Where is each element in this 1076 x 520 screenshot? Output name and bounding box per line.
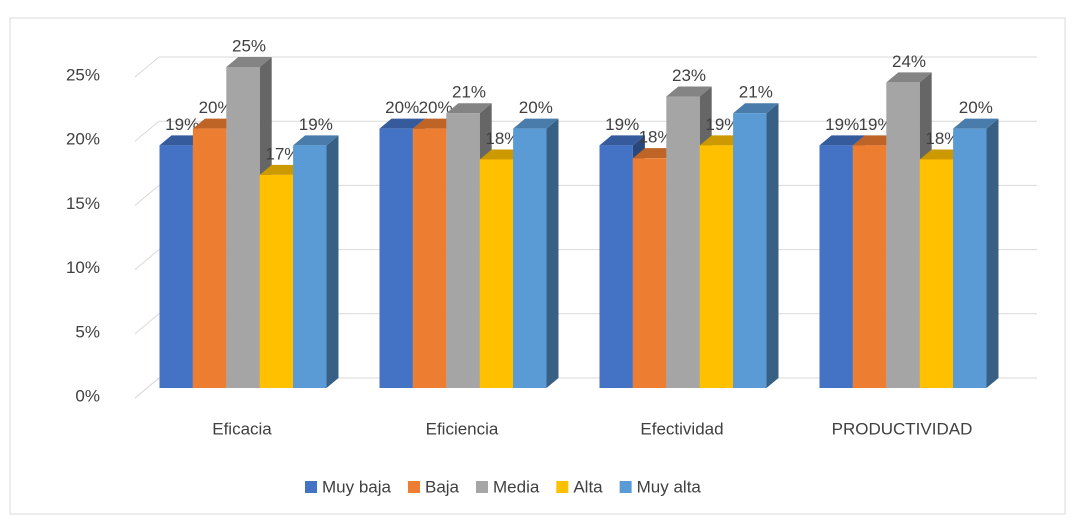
- bar-side: [326, 135, 339, 388]
- bar-side: [986, 118, 999, 388]
- bar-top: [293, 135, 339, 146]
- bar-top: [513, 118, 559, 129]
- y-tick-label: 15%: [66, 194, 100, 213]
- bar-top: [733, 103, 779, 114]
- bar-side: [546, 118, 559, 388]
- bar: [819, 145, 853, 388]
- data-label: 18%: [639, 128, 673, 147]
- bar: [852, 145, 887, 388]
- bar: [379, 128, 413, 388]
- bar: [192, 128, 227, 388]
- data-label: 17%: [265, 144, 299, 163]
- legend-swatch: [619, 481, 632, 493]
- x-tick-label: Eficiencia: [426, 419, 499, 438]
- bar: [479, 159, 514, 388]
- grid-line: [134, 56, 1037, 78]
- bar: [599, 145, 633, 388]
- legend-swatch: [407, 481, 420, 493]
- data-label: 20%: [519, 98, 553, 117]
- bar-top: [379, 118, 425, 129]
- legend-label: Alta: [573, 477, 603, 496]
- y-tick-label: 20%: [66, 130, 100, 149]
- legend-label: Media: [493, 477, 540, 496]
- data-label: 21%: [452, 83, 486, 102]
- bar-top: [599, 135, 645, 146]
- bar: [666, 96, 700, 389]
- data-label: 19%: [705, 115, 739, 134]
- bar: [733, 113, 767, 388]
- bar: [632, 158, 667, 388]
- data-label: 18%: [485, 129, 519, 148]
- y-tick-label: 10%: [66, 258, 100, 277]
- y-tick-label: 0%: [75, 386, 100, 405]
- data-label: 19%: [825, 115, 859, 134]
- data-label: 20%: [385, 98, 419, 117]
- bar-top: [446, 103, 492, 114]
- bar: [226, 67, 260, 388]
- bar: [953, 128, 987, 388]
- bar-top: [953, 118, 999, 129]
- data-label: 23%: [672, 66, 706, 85]
- data-label: 24%: [892, 52, 926, 71]
- x-tick-label: Eficacia: [212, 419, 272, 438]
- bar: [259, 174, 294, 388]
- data-label: 19%: [605, 115, 639, 134]
- data-label: 20%: [419, 98, 453, 117]
- bar: [293, 145, 327, 388]
- data-label: 19%: [165, 115, 199, 134]
- y-tick-label: 25%: [66, 65, 100, 84]
- bar-top: [666, 86, 712, 97]
- data-label: 19%: [859, 115, 893, 134]
- legend-swatch: [305, 481, 317, 493]
- bar-side: [766, 103, 779, 388]
- legend-label: Muy alta: [637, 477, 702, 496]
- data-label: 18%: [925, 129, 959, 148]
- legend-label: Muy baja: [322, 477, 392, 496]
- bar: [446, 113, 480, 388]
- bar: [886, 82, 920, 389]
- data-label: 19%: [299, 115, 333, 134]
- bar: [412, 128, 447, 388]
- bar: [699, 145, 734, 388]
- y-tick-label: 5%: [75, 322, 100, 341]
- bar: [159, 145, 193, 388]
- x-tick-label: Efectividad: [640, 419, 723, 438]
- legend-swatch: [476, 481, 489, 493]
- data-label: 25%: [232, 36, 266, 55]
- data-label: 20%: [959, 98, 993, 117]
- bar-top: [819, 135, 865, 146]
- legend-swatch: [556, 481, 569, 493]
- bar-top: [886, 72, 932, 83]
- bar-top: [226, 57, 272, 67]
- data-label: 21%: [739, 83, 773, 102]
- bar: [513, 128, 547, 388]
- x-tick-label: PRODUCTIVIDAD: [832, 419, 973, 438]
- legend-label: Baja: [425, 477, 460, 496]
- data-label: 20%: [199, 98, 233, 117]
- bar: [919, 159, 954, 388]
